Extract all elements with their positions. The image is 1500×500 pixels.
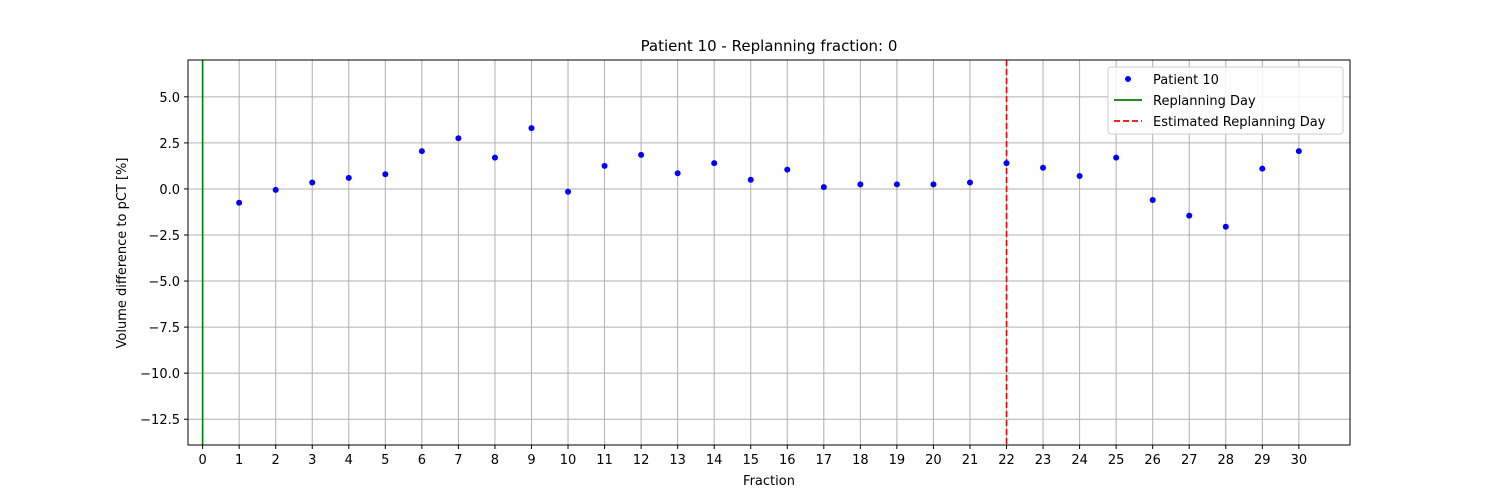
x-tick-label: 7 xyxy=(454,453,462,468)
data-point xyxy=(236,199,243,206)
data-point xyxy=(272,186,279,193)
data-point xyxy=(711,160,718,167)
x-tick-label: 9 xyxy=(527,453,535,468)
data-point xyxy=(1040,164,1047,171)
x-axis-ticks: 0 1 2 3 4 5 6 7 8 9 10 11 12 13 14 15 16 17 18 19 20 21 22 23 24… xyxy=(198,445,1307,468)
data-point xyxy=(528,125,535,132)
data-point xyxy=(345,174,352,181)
data-point xyxy=(966,179,973,186)
x-tick-label: 10 xyxy=(560,453,577,468)
x-tick-label: 1 xyxy=(235,453,243,468)
plot-frame xyxy=(187,59,1351,446)
x-tick-label: 13 xyxy=(669,453,686,468)
x-tick-label: 24 xyxy=(1071,453,1088,468)
y-tick-label: −12.5 xyxy=(140,413,180,428)
data-point xyxy=(930,181,937,188)
x-tick-label: 2 xyxy=(272,453,280,468)
x-tick-label: 12 xyxy=(633,453,650,468)
x-tick-label: 18 xyxy=(852,453,869,468)
x-tick-label: 8 xyxy=(491,453,499,468)
data-point xyxy=(747,176,754,183)
x-tick-label: 28 xyxy=(1217,453,1234,468)
x-axis-label: Fraction xyxy=(743,474,795,489)
legend-symbol xyxy=(1125,76,1131,82)
x-tick-label: 25 xyxy=(1108,453,1125,468)
y-tick-label: −7.5 xyxy=(148,321,180,336)
data-point xyxy=(601,162,608,169)
data-point xyxy=(893,181,900,188)
data-points xyxy=(236,125,1302,230)
x-tick-label: 22 xyxy=(998,453,1015,468)
data-point xyxy=(1003,160,1010,167)
data-point xyxy=(674,170,681,177)
x-tick-label: 3 xyxy=(308,453,316,468)
data-point xyxy=(1295,148,1302,155)
reference-lines xyxy=(201,60,1008,445)
data-point xyxy=(565,188,572,195)
data-point xyxy=(1113,154,1120,161)
x-tick-label: 23 xyxy=(1035,453,1052,468)
x-tick-label: 15 xyxy=(742,453,759,468)
data-point xyxy=(784,166,791,173)
legend-label: Estimated Replanning Day xyxy=(1153,115,1326,130)
data-point xyxy=(309,179,316,186)
data-point xyxy=(418,148,425,155)
x-tick-label: 17 xyxy=(816,453,833,468)
data-point xyxy=(1076,173,1083,180)
data-point xyxy=(857,181,864,188)
y-tick-label: −10.0 xyxy=(140,367,180,382)
x-tick-label: 14 xyxy=(706,453,723,468)
x-tick-label: 11 xyxy=(596,453,613,468)
y-tick-label: −2.5 xyxy=(148,229,180,244)
data-point xyxy=(1149,197,1156,203)
x-tick-label: 26 xyxy=(1144,453,1161,468)
legend-label: Patient 10 xyxy=(1153,73,1219,88)
y-axis-ticks: 5.0 2.5 0.0 −2.5 −5.0 −7.5 −10.0 −12.5 xyxy=(140,91,188,428)
x-tick-label: 19 xyxy=(889,453,906,468)
chart-title: Patient 10 - Replanning fraction: 0 xyxy=(641,37,898,55)
data-point xyxy=(820,184,827,191)
legend-label: Replanning Day xyxy=(1153,94,1256,109)
y-tick-label: 2.5 xyxy=(159,137,180,152)
x-tick-label: 0 xyxy=(198,453,206,468)
x-tick-label: 16 xyxy=(779,453,796,468)
data-point xyxy=(1259,165,1266,172)
data-point xyxy=(382,171,389,178)
y-axis-label: Volume difference to pCT [%] xyxy=(115,158,130,349)
y-tick-label: 5.0 xyxy=(159,91,180,106)
data-point xyxy=(1186,212,1193,219)
x-tick-label: 20 xyxy=(925,453,942,468)
data-point xyxy=(638,151,645,158)
y-tick-label: 0.0 xyxy=(159,183,180,198)
data-point xyxy=(1222,223,1229,230)
x-tick-label: 27 xyxy=(1181,453,1198,468)
x-tick-label: 4 xyxy=(345,453,353,468)
y-tick-label: −5.0 xyxy=(148,275,180,290)
data-point xyxy=(491,154,498,161)
data-point xyxy=(455,135,462,142)
x-tick-label: 30 xyxy=(1291,453,1308,468)
legend-box xyxy=(1107,66,1344,135)
x-tick-label: 6 xyxy=(418,453,426,468)
x-tick-label: 29 xyxy=(1254,453,1271,468)
x-tick-label: 21 xyxy=(962,453,979,468)
legend: Patient 10 Replanning Day Estimated Replan… xyxy=(1107,66,1344,135)
x-tick-label: 5 xyxy=(381,453,389,468)
